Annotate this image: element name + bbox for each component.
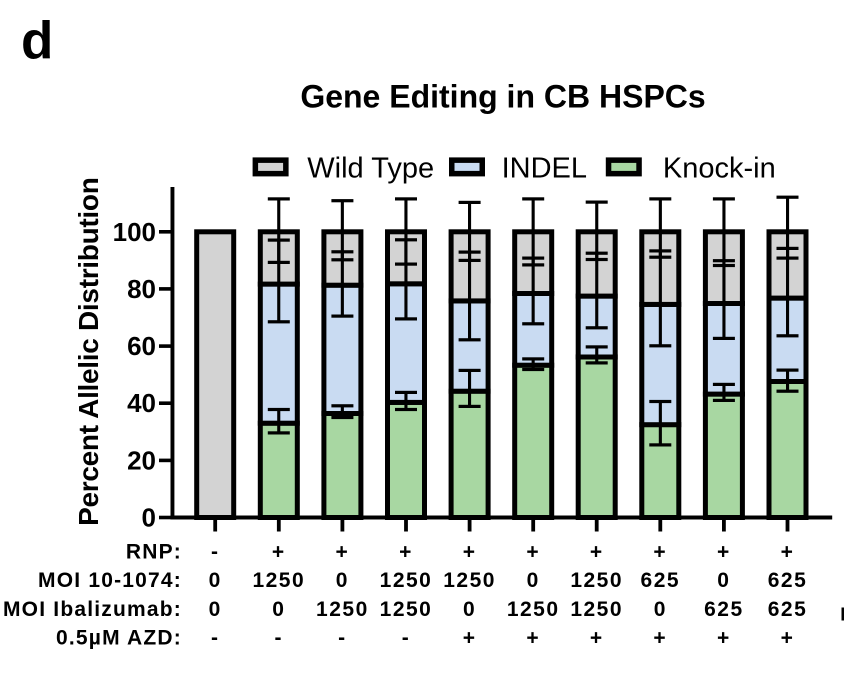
svg-text:0: 0 bbox=[336, 569, 349, 592]
svg-text:625: 625 bbox=[768, 598, 808, 621]
svg-text:1250: 1250 bbox=[443, 569, 496, 592]
svg-text:1250: 1250 bbox=[570, 569, 623, 592]
svg-text:40: 40 bbox=[127, 388, 156, 418]
svg-text:0: 0 bbox=[142, 503, 156, 533]
svg-text:0: 0 bbox=[272, 598, 285, 621]
svg-text:60: 60 bbox=[127, 331, 156, 361]
svg-text:+: + bbox=[653, 541, 667, 564]
svg-text:0.5µM AZD:: 0.5µM AZD: bbox=[56, 627, 182, 650]
svg-text:0: 0 bbox=[209, 598, 222, 621]
svg-text:MOI Ibalizumab:: MOI Ibalizumab: bbox=[3, 598, 182, 621]
svg-text:Wild Type: Wild Type bbox=[307, 152, 434, 184]
svg-text:+: + bbox=[717, 541, 731, 564]
svg-text:-: - bbox=[275, 627, 284, 650]
svg-text:+: + bbox=[781, 627, 795, 650]
svg-text:80: 80 bbox=[127, 274, 156, 304]
svg-text:0: 0 bbox=[654, 598, 667, 621]
svg-text:-: - bbox=[211, 627, 220, 650]
svg-text:+: + bbox=[336, 541, 350, 564]
svg-text:+: + bbox=[272, 541, 286, 564]
svg-text:20: 20 bbox=[127, 445, 156, 475]
svg-text:1250: 1250 bbox=[380, 598, 433, 621]
svg-text:1250: 1250 bbox=[380, 569, 433, 592]
svg-text:Gene Editing in CB HSPCs: Gene Editing in CB HSPCs bbox=[300, 79, 705, 115]
svg-text:0: 0 bbox=[209, 569, 222, 592]
svg-text:-: - bbox=[338, 627, 347, 650]
svg-text:+: + bbox=[590, 541, 604, 564]
svg-text:625: 625 bbox=[704, 598, 744, 621]
svg-text:1250: 1250 bbox=[570, 598, 623, 621]
svg-text:+: + bbox=[463, 627, 477, 650]
svg-text:+: + bbox=[399, 541, 413, 564]
svg-text:+: + bbox=[653, 627, 667, 650]
svg-text:1250: 1250 bbox=[252, 569, 305, 592]
svg-text:625: 625 bbox=[768, 569, 808, 592]
svg-text:MOI 10-1074:: MOI 10-1074: bbox=[38, 569, 182, 592]
svg-text:d: d bbox=[21, 12, 53, 71]
svg-text:1250: 1250 bbox=[316, 598, 369, 621]
svg-text:100: 100 bbox=[113, 217, 156, 247]
svg-text:+: + bbox=[717, 627, 731, 650]
svg-text:-: - bbox=[402, 627, 411, 650]
svg-text:+: + bbox=[781, 541, 795, 564]
svg-text:0: 0 bbox=[463, 598, 476, 621]
svg-text:-: - bbox=[211, 541, 220, 564]
svg-text:1250: 1250 bbox=[507, 598, 560, 621]
svg-text:Percent Allelic Distribution: Percent Allelic Distribution bbox=[73, 177, 104, 525]
svg-text:Knock-in: Knock-in bbox=[663, 152, 776, 184]
svg-text:0: 0 bbox=[527, 569, 540, 592]
svg-text:+: + bbox=[526, 627, 540, 650]
svg-text:625: 625 bbox=[641, 569, 681, 592]
svg-text:INDEL: INDEL bbox=[502, 152, 587, 184]
svg-text:+: + bbox=[463, 541, 477, 564]
svg-text:+: + bbox=[590, 627, 604, 650]
svg-text:RNP:: RNP: bbox=[126, 541, 182, 564]
svg-text:+: + bbox=[526, 541, 540, 564]
svg-text:0: 0 bbox=[717, 569, 730, 592]
